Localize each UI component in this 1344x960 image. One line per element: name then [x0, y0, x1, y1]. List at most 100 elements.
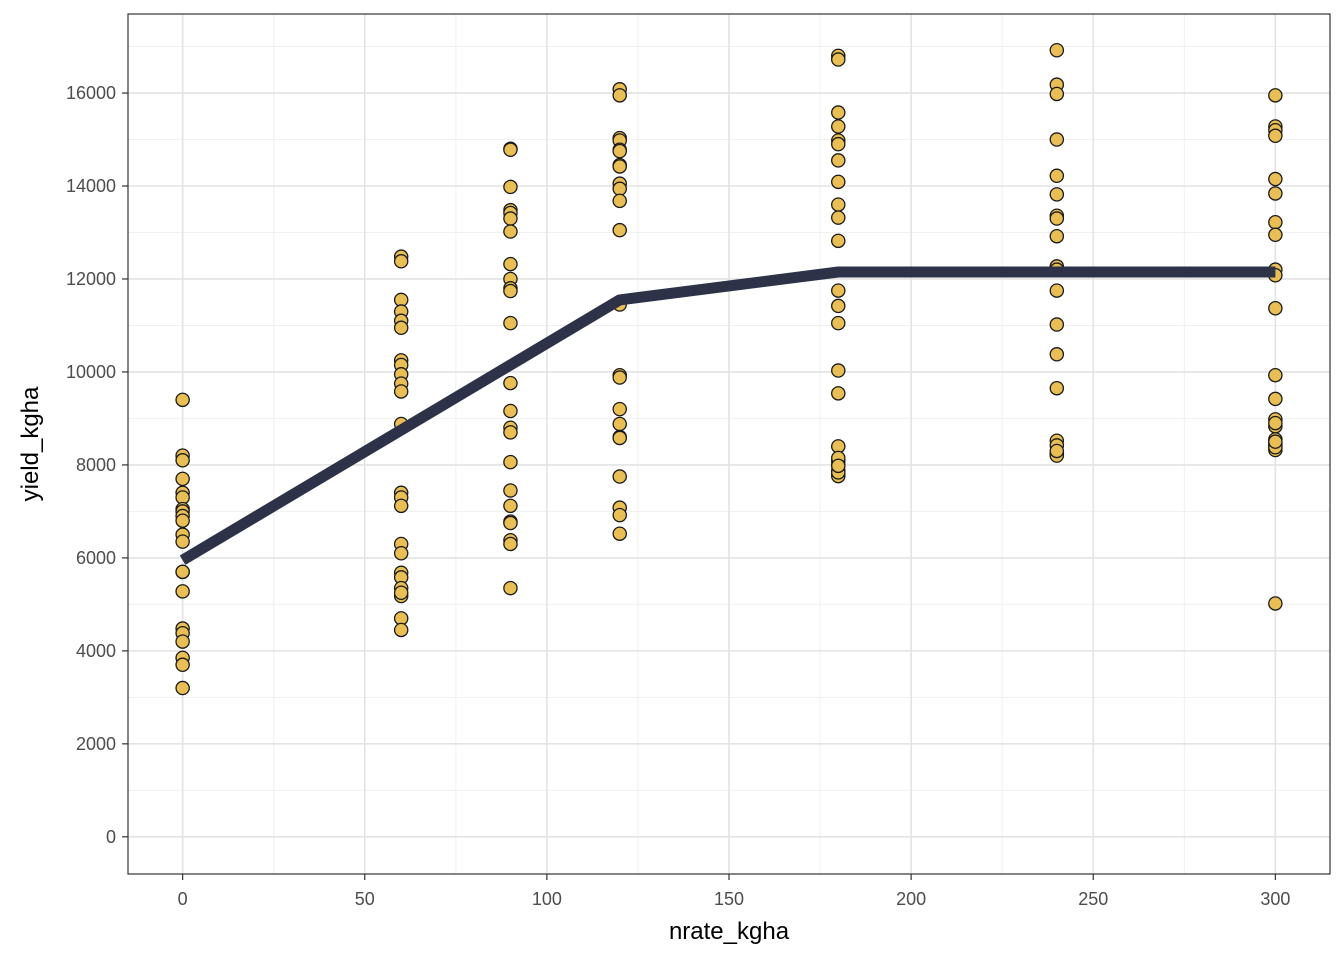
data-point	[831, 386, 846, 401]
data-point	[393, 622, 409, 638]
data-point	[1268, 434, 1283, 449]
data-point	[831, 153, 846, 168]
data-point	[503, 515, 518, 531]
data-point	[831, 174, 846, 190]
data-point	[1049, 132, 1065, 147]
x-tick-label: 0	[178, 889, 188, 909]
data-point	[175, 471, 190, 487]
data-point	[1268, 227, 1283, 243]
y-tick-label: 8000	[76, 455, 116, 475]
data-point	[503, 179, 518, 195]
data-point	[503, 142, 518, 157]
y-tick-label: 10000	[66, 362, 116, 382]
data-point	[393, 545, 409, 561]
data-point	[1268, 215, 1283, 230]
data-point	[503, 580, 518, 596]
y-tick-label: 2000	[76, 734, 116, 754]
data-point	[612, 526, 627, 541]
data-point	[612, 181, 627, 197]
x-tick-label: 250	[1078, 889, 1108, 909]
y-axis: 0 2000 4000 6000 8000 10000 12000 14000 16000	[66, 83, 128, 847]
y-tick-label: 6000	[76, 548, 116, 568]
y-tick-label: 0	[106, 827, 116, 847]
data-point	[503, 536, 518, 552]
data-point	[175, 584, 190, 599]
data-point	[831, 52, 846, 67]
data-point	[612, 370, 627, 385]
data-point	[1049, 43, 1065, 58]
data-point	[393, 585, 409, 601]
data-point	[831, 283, 846, 298]
data-point	[1268, 301, 1283, 316]
data-point	[612, 222, 627, 238]
data-point	[1268, 171, 1283, 187]
data-point	[612, 507, 627, 523]
data-point	[393, 498, 409, 514]
data-point	[612, 193, 627, 209]
data-point	[503, 375, 518, 391]
data-point	[1049, 317, 1065, 332]
data-point	[175, 513, 190, 528]
data-point	[175, 392, 190, 408]
data-point	[831, 105, 846, 120]
data-point	[1268, 128, 1283, 144]
data-point	[503, 211, 518, 226]
data-point	[1268, 186, 1283, 201]
data-point	[612, 430, 627, 446]
data-point	[831, 315, 846, 331]
data-point	[1049, 380, 1065, 396]
data-point	[612, 143, 627, 159]
data-point	[1049, 347, 1065, 362]
data-point	[1049, 86, 1065, 102]
data-point	[503, 454, 518, 470]
data-point	[1049, 228, 1065, 244]
data-point	[1049, 283, 1065, 298]
x-axis-title: nrate_kgha	[669, 918, 790, 945]
data-point	[831, 136, 846, 152]
data-point	[612, 159, 627, 174]
x-tick-label: 150	[714, 889, 744, 909]
data-point	[503, 403, 518, 419]
fit-line	[179, 266, 1276, 565]
data-point	[393, 254, 409, 269]
data-point	[831, 298, 846, 314]
plot-panel	[127, 13, 1331, 875]
y-tick-label: 12000	[66, 269, 116, 289]
data-point	[175, 657, 190, 673]
y-tick-label: 4000	[76, 641, 116, 661]
data-point	[175, 534, 190, 549]
data-point	[1049, 211, 1065, 226]
data-point	[831, 233, 846, 249]
data-point	[831, 119, 846, 134]
data-point	[503, 283, 518, 299]
data-point	[612, 469, 627, 484]
data-point	[1049, 443, 1065, 459]
data-point	[393, 384, 409, 399]
data-point	[503, 498, 518, 514]
x-tick-label: 50	[355, 889, 375, 909]
major-gridlines	[128, 14, 1330, 874]
x-tick-label: 300	[1260, 889, 1290, 909]
data-point	[503, 256, 518, 272]
data-point	[831, 197, 846, 212]
data-point	[831, 363, 846, 378]
data-point	[1049, 168, 1065, 184]
x-axis: 0 50 100 150 200 250 300	[178, 874, 1290, 909]
data-point	[503, 483, 518, 498]
y-tick-label: 14000	[66, 176, 116, 196]
data-point	[175, 564, 190, 580]
x-tick-label: 100	[532, 889, 562, 909]
data-point	[1268, 367, 1283, 383]
data-point	[503, 224, 518, 239]
data-point	[612, 88, 627, 103]
data-point	[175, 680, 190, 696]
data-point	[612, 416, 627, 432]
data-point	[393, 320, 409, 336]
data-point	[831, 210, 846, 225]
data-marks	[175, 43, 1283, 696]
data-point	[175, 453, 190, 468]
data-point	[1049, 187, 1065, 202]
data-point	[1268, 391, 1283, 407]
